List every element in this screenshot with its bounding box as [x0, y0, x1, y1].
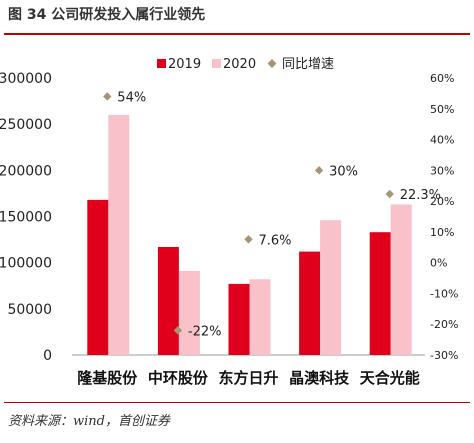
legend-swatch-2020 — [212, 59, 221, 68]
right-tick-label: 20% — [430, 195, 454, 208]
right-tick-label: -10% — [430, 287, 458, 300]
category-label: 天合光能 — [360, 369, 420, 387]
legend-label-2019: 2019 — [168, 57, 201, 72]
growth-data-label: 7.6% — [259, 233, 292, 248]
growth-data-label: 30% — [329, 164, 358, 179]
category-label: 中环股份 — [148, 369, 209, 387]
left-tick-label: 100000 — [0, 256, 52, 272]
growth-marker — [314, 166, 324, 175]
bar-2019 — [157, 246, 179, 355]
right-tick-label: 60% — [430, 72, 454, 85]
bar-2019 — [369, 232, 391, 355]
legend-label-growth: 同比增速 — [282, 57, 334, 72]
growth-marker — [103, 92, 112, 101]
right-tick-label: 30% — [430, 164, 454, 177]
bar-2019 — [87, 199, 109, 355]
figure-title: 图 34 公司研发投入属行业领先 — [8, 7, 206, 23]
right-tick-label: 50% — [430, 103, 454, 116]
source-divider — [4, 402, 470, 403]
right-tick-label: -20% — [430, 318, 458, 331]
left-tick-label: 0 — [43, 348, 52, 364]
category-label: 晶澳科技 — [289, 369, 350, 387]
growth-marker — [173, 326, 183, 335]
legend-marker-growth — [267, 59, 277, 68]
category-label: 东方日升 — [218, 369, 278, 387]
left-tick-label: 250000 — [0, 117, 52, 133]
left-tick-label: 300000 — [0, 71, 52, 87]
legend-label-2020: 2020 — [223, 57, 256, 72]
bar-2019 — [228, 283, 250, 355]
left-tick-label: 50000 — [7, 302, 52, 318]
source-note: 资料来源：wind，首创证券 — [8, 414, 170, 429]
bar-2020 — [108, 114, 130, 355]
growth-marker — [385, 189, 394, 199]
right-tick-label: 40% — [430, 134, 454, 147]
right-tick-label: -30% — [430, 349, 458, 362]
category-label: 隆基股份 — [77, 369, 138, 387]
growth-data-label: -22% — [188, 324, 222, 339]
growth-marker — [244, 235, 253, 244]
bar-2019 — [299, 251, 321, 355]
chart-legend: 2019 2020 同比增速 — [157, 57, 334, 72]
right-tick-label: 10% — [430, 226, 454, 239]
left-tick-label: 150000 — [0, 210, 52, 226]
growth-data-label: 54% — [117, 90, 146, 105]
bar-2020 — [249, 279, 271, 355]
bar-2020 — [320, 220, 342, 355]
title-divider — [4, 33, 470, 35]
legend-swatch-2019 — [157, 59, 166, 68]
growth-data-label: 22.3% — [400, 188, 441, 203]
left-tick-label: 200000 — [0, 163, 52, 179]
right-tick-label: 0% — [430, 257, 447, 270]
bar-2020 — [178, 270, 200, 355]
bar-2020 — [390, 204, 412, 355]
